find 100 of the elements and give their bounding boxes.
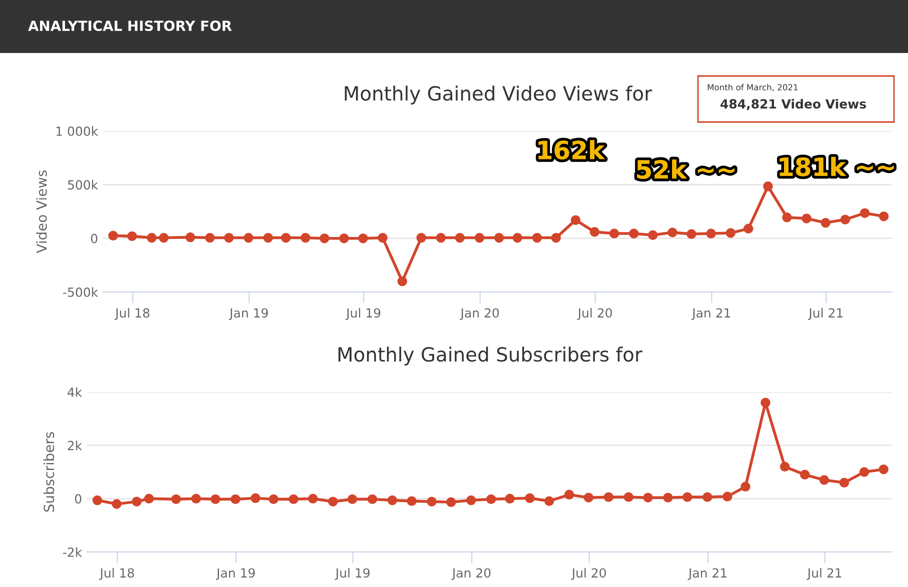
y-tick-label: 4k (68, 387, 82, 397)
point (780, 462, 790, 472)
point (250, 493, 260, 503)
point (648, 230, 658, 240)
point (682, 492, 692, 502)
point (263, 232, 273, 243)
point (494, 232, 504, 243)
point (474, 232, 484, 243)
annotation: 181k ~~ (780, 156, 894, 176)
point (860, 208, 870, 218)
point (624, 492, 634, 502)
point (544, 496, 554, 506)
point (740, 482, 750, 492)
x-tick-label: Jan 21 (688, 568, 726, 580)
chart-title: Monthly Gained Subscribers for (338, 346, 642, 366)
point (144, 494, 154, 504)
point (171, 494, 181, 504)
point (878, 211, 889, 222)
point (722, 492, 732, 502)
x-tick-label: Jul 21 (808, 308, 843, 320)
x-tick-label: Jul 20 (577, 308, 612, 320)
x-tick-label: Jul 18 (114, 308, 150, 320)
y-tick-label: -2k (63, 547, 82, 557)
point (92, 495, 102, 506)
point (702, 492, 712, 502)
point (782, 212, 792, 222)
point (300, 232, 310, 243)
chart-title: Monthly Gained Video Views for (344, 86, 652, 104)
point (486, 494, 496, 504)
point (224, 232, 234, 243)
y-axis-title: Subscribers (43, 432, 54, 512)
point (127, 231, 137, 242)
annotation: 52k ~~ (637, 160, 735, 179)
point (406, 496, 417, 506)
annotation: 162k (538, 140, 605, 160)
point (230, 494, 240, 504)
point (191, 494, 201, 504)
x-tick-label: Jan 19 (216, 568, 255, 580)
point (744, 224, 754, 234)
x-tick-label: Jul 20 (571, 568, 606, 580)
point (308, 494, 318, 504)
y-tick-label: 0 (75, 494, 82, 504)
point (820, 218, 830, 228)
y-tick-label: 0 (91, 234, 98, 244)
point (108, 230, 118, 241)
point (244, 232, 254, 243)
point (609, 228, 620, 238)
point (570, 215, 580, 225)
y-axis-title: Video Views (36, 170, 47, 254)
point (686, 229, 696, 239)
point (800, 470, 810, 480)
x-tick-label: Jan 20 (452, 568, 490, 580)
point (185, 232, 196, 242)
point (112, 499, 122, 509)
point (706, 228, 716, 238)
point (146, 232, 157, 243)
point (446, 497, 456, 507)
point (628, 228, 639, 238)
point (512, 232, 522, 243)
point (320, 233, 330, 244)
point (760, 398, 770, 408)
point (643, 492, 653, 502)
point (532, 232, 542, 243)
point (466, 495, 476, 506)
point (280, 232, 291, 243)
x-tick-label: Jul 19 (346, 308, 380, 320)
point (726, 228, 736, 238)
text: 484,821 Video Views (720, 98, 866, 110)
y-tick-label: 1 000k (56, 126, 98, 136)
point (387, 495, 398, 506)
y-tick-label: -500k (63, 287, 98, 297)
point (378, 232, 388, 243)
point (839, 478, 850, 488)
point (604, 492, 614, 502)
point (158, 232, 169, 243)
point (205, 232, 215, 243)
point (590, 227, 600, 237)
point (132, 496, 142, 506)
point (358, 233, 368, 244)
x-tick-label: Jan 20 (460, 308, 499, 320)
x-tick-label: Jul 21 (806, 568, 842, 580)
text: ANALYTICAL HISTORY FOR (28, 20, 232, 32)
text: Month of March, 2021 (708, 84, 798, 92)
x-tick-label: Jul 19 (334, 568, 370, 580)
point (663, 492, 673, 502)
x-tick-label: Jan 21 (691, 308, 730, 320)
point (367, 494, 378, 504)
point (436, 232, 446, 243)
point (454, 232, 465, 243)
point (840, 214, 850, 224)
point (564, 490, 574, 500)
point (426, 496, 437, 506)
point (551, 232, 561, 243)
x-tick-label: Jan 19 (228, 308, 268, 320)
point (859, 467, 870, 477)
point (584, 492, 594, 502)
x-tick-label: Jul 18 (99, 568, 134, 580)
y-tick-label: 500k (68, 180, 98, 190)
point (328, 496, 338, 506)
point (268, 494, 278, 504)
